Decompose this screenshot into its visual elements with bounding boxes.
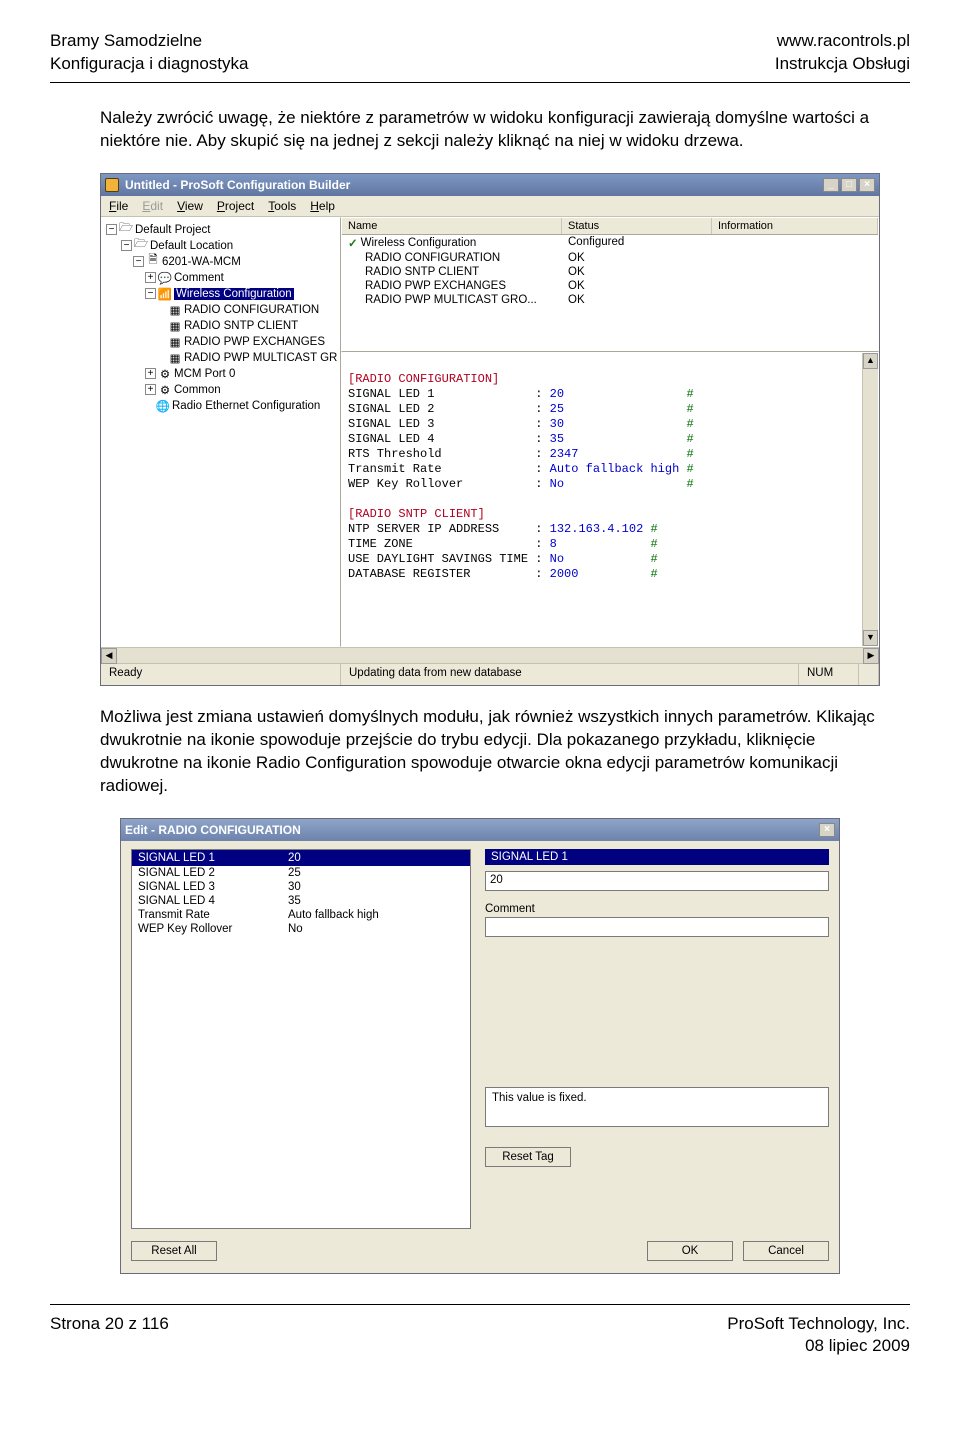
status-updating: Updating data from new database [341, 664, 799, 685]
menu-edit[interactable]: Edit [142, 199, 163, 213]
header-left-2: Konfiguracja i diagnostyka [50, 53, 248, 76]
tree-radio-pwp[interactable]: ▦RADIO PWP EXCHANGES [106, 334, 338, 350]
param-row[interactable]: SIGNAL LED 435 [132, 894, 470, 908]
maximize-button[interactable]: □ [841, 178, 857, 192]
tree-radio-pwpm[interactable]: ▦RADIO PWP MULTICAST GR [106, 350, 338, 366]
comment-label: Comment [485, 903, 829, 915]
list-row[interactable]: RADIO SNTP CLIENTOK [342, 265, 878, 279]
app-icon [105, 178, 119, 192]
field-label: SIGNAL LED 1 [485, 849, 829, 865]
list-pane: Name Status Information ✓Wireless Config… [341, 217, 879, 352]
value-input[interactable]: 20 [485, 871, 829, 891]
menu-tools[interactable]: Tools [268, 199, 296, 213]
header-left-1: Bramy Samodzielne [50, 30, 248, 53]
cancel-button[interactable]: Cancel [743, 1241, 829, 1261]
tree-loc[interactable]: −🗁Default Location [106, 238, 338, 254]
dlg-titlebar: Edit - RADIO CONFIGURATION × [121, 819, 839, 841]
menubar: File Edit View Project Tools Help [101, 196, 879, 217]
status-num: NUM [799, 664, 859, 685]
menu-help[interactable]: Help [310, 199, 335, 213]
reset-tag-button[interactable]: Reset Tag [485, 1147, 571, 1167]
list-row[interactable]: RADIO PWP MULTICAST GRO...OK [342, 293, 878, 307]
window-title: Untitled - ProSoft Configuration Builder [125, 178, 350, 192]
menu-project[interactable]: Project [217, 199, 254, 213]
footer-right-1: ProSoft Technology, Inc. [727, 1313, 910, 1336]
param-row[interactable]: SIGNAL LED 330 [132, 880, 470, 894]
tree-comment[interactable]: +💬Comment [106, 270, 338, 286]
tree-radio-sntp[interactable]: ▦RADIO SNTP CLIENT [106, 318, 338, 334]
param-row-selected[interactable]: SIGNAL LED 120 [132, 850, 470, 866]
status-ready: Ready [101, 664, 341, 685]
tree-radio-eth[interactable]: 🌐Radio Ethernet Configuration [106, 398, 338, 414]
col-status[interactable]: Status [562, 218, 712, 234]
param-row[interactable]: Transmit RateAuto fallback high [132, 908, 470, 922]
hint-text: This value is fixed. [485, 1087, 829, 1127]
tree-common[interactable]: +⚙Common [106, 382, 338, 398]
list-row[interactable]: RADIO PWP EXCHANGESOK [342, 279, 878, 293]
tree-mcm[interactable]: +⚙MCM Port 0 [106, 366, 338, 382]
dlg-close-button[interactable]: × [819, 823, 835, 837]
titlebar: Untitled - ProSoft Configuration Builder… [101, 174, 879, 196]
page-header: Bramy Samodzielne Konfiguracja i diagnos… [50, 30, 910, 83]
tree-module[interactable]: −🗎6201-WA-MCM [106, 254, 338, 270]
config-text-pane: [RADIO CONFIGURATION] SIGNAL LED 1 : 20 … [341, 352, 879, 647]
footer-right-2: 08 lipiec 2009 [727, 1335, 910, 1358]
tree-pane: −🗁Default Project −🗁Default Location −🗎6… [101, 217, 341, 647]
close-button[interactable]: × [859, 178, 875, 192]
header-right-1: www.racontrols.pl [775, 30, 910, 53]
app-window: Untitled - ProSoft Configuration Builder… [100, 173, 880, 686]
list-row[interactable]: RADIO CONFIGURATIONOK [342, 251, 878, 265]
scrollbar-vertical[interactable]: ▲▼ [862, 353, 878, 646]
param-list: SIGNAL LED 120 SIGNAL LED 225 SIGNAL LED… [131, 849, 471, 1229]
list-row[interactable]: ✓Wireless ConfigurationConfigured [342, 235, 878, 251]
header-right-2: Instrukcja Obsługi [775, 53, 910, 76]
tree-wireless[interactable]: −📶Wireless Configuration [106, 286, 338, 302]
col-name[interactable]: Name [342, 218, 562, 234]
col-info[interactable]: Information [712, 218, 878, 234]
menu-view[interactable]: View [177, 199, 203, 213]
param-row[interactable]: SIGNAL LED 225 [132, 866, 470, 880]
dlg-title: Edit - RADIO CONFIGURATION [125, 823, 301, 837]
minimize-button[interactable]: _ [823, 178, 839, 192]
comment-input[interactable] [485, 917, 829, 937]
statusbar: Ready Updating data from new database NU… [101, 663, 879, 685]
param-row[interactable]: WEP Key RolloverNo [132, 922, 470, 936]
footer-left: Strona 20 z 116 [50, 1313, 169, 1359]
page-footer: Strona 20 z 116 ProSoft Technology, Inc.… [50, 1304, 910, 1359]
edit-dialog: Edit - RADIO CONFIGURATION × SIGNAL LED … [120, 818, 840, 1274]
scrollbar-horizontal[interactable]: ◀▶ [101, 647, 879, 663]
paragraph-1: Należy zwrócić uwagę, że niektóre z para… [50, 107, 910, 173]
ok-button[interactable]: OK [647, 1241, 733, 1261]
tree-radio-cfg[interactable]: ▦RADIO CONFIGURATION [106, 302, 338, 318]
paragraph-2: Możliwa jest zmiana ustawień domyślnych … [50, 706, 910, 818]
menu-file[interactable]: File [109, 199, 128, 213]
reset-all-button[interactable]: Reset All [131, 1241, 217, 1261]
